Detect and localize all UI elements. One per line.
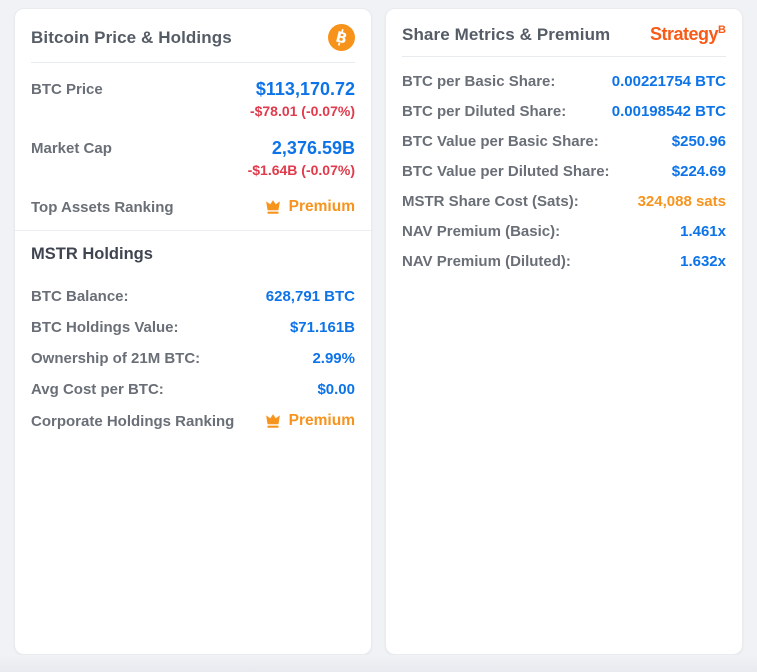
mstr-holdings-title: MSTR Holdings (31, 245, 153, 263)
btc-per-basic-share-label: BTC per Basic Share: (402, 73, 556, 90)
btc-balance-value: 628,791 BTC (265, 288, 355, 305)
strategy-logo-superscript: B (718, 24, 726, 36)
btc-per-basic-share-row: BTC per Basic Share: 0.00221754 BTC (402, 73, 726, 90)
btc-balance-label: BTC Balance: (31, 288, 129, 305)
top-assets-ranking-row: Top Assets Ranking Premium (31, 197, 355, 217)
divider (402, 56, 726, 57)
bitcoin-stats-section: BTC Price $113,170.72 -$78.01 (-0.07%) M… (15, 63, 371, 230)
svg-text:B: B (334, 29, 349, 48)
top-assets-ranking-label: Top Assets Ranking (31, 199, 174, 216)
bitcoin-icon: B (328, 24, 355, 51)
nav-premium-basic-row: NAV Premium (Basic): 1.461x (402, 223, 726, 240)
corporate-ranking-row: Corporate Holdings Ranking Premium (31, 412, 355, 430)
share-metrics-section: BTC per Basic Share: 0.00221754 BTC BTC … (386, 57, 742, 299)
btc-price-label: BTC Price (31, 81, 103, 98)
btc-value-per-basic-share-label: BTC Value per Basic Share: (402, 133, 599, 150)
market-cap-row: Market Cap 2,376.59B -$1.64B (-0.07%) (31, 138, 355, 180)
nav-premium-basic-label: NAV Premium (Basic): (402, 223, 561, 240)
premium-label: Premium (288, 412, 355, 429)
ownership-label: Ownership of 21M BTC: (31, 350, 201, 367)
crown-icon (265, 199, 280, 214)
mstr-share-cost-label: MSTR Share Cost (Sats): (402, 193, 579, 210)
mstr-share-cost-value: 324,088 sats (637, 193, 726, 210)
btc-value-per-diluted-share-row: BTC Value per Diluted Share: $224.69 (402, 163, 726, 180)
btc-holdings-value-label: BTC Holdings Value: (31, 319, 179, 336)
market-cap-value: 2,376.59B (271, 138, 355, 158)
nav-premium-diluted-label: NAV Premium (Diluted): (402, 253, 571, 270)
page-bottom-strip (0, 655, 757, 672)
btc-balance-row: BTC Balance: 628,791 BTC (31, 288, 355, 305)
btc-value-per-basic-share-row: BTC Value per Basic Share: $250.96 (402, 133, 726, 150)
btc-per-diluted-share-value: 0.00198542 BTC (611, 103, 726, 120)
bitcoin-card-title: Bitcoin Price & Holdings (31, 27, 232, 47)
divider (31, 62, 355, 63)
corporate-ranking-label: Corporate Holdings Ranking (31, 412, 235, 430)
btc-price-row: BTC Price $113,170.72 -$78.01 (-0.07%) (31, 79, 355, 121)
market-cap-change: -$1.64B (-0.07%) (247, 162, 355, 178)
btc-value-per-diluted-share-label: BTC Value per Diluted Share: (402, 163, 610, 180)
strategy-logo[interactable]: StrategyB (650, 24, 726, 44)
premium-label: Premium (288, 197, 355, 215)
ownership-value: 2.99% (312, 350, 355, 367)
divider (15, 230, 371, 231)
avg-cost-label: Avg Cost per BTC: (31, 381, 164, 398)
avg-cost-value: $0.00 (317, 381, 355, 398)
premium-badge[interactable]: Premium (263, 197, 355, 216)
ownership-row: Ownership of 21M BTC: 2.99% (31, 350, 355, 367)
market-cap-label: Market Cap (31, 140, 112, 157)
avg-cost-row: Avg Cost per BTC: $0.00 (31, 381, 355, 398)
btc-price-value: $113,170.72 (255, 79, 355, 99)
dashboard-widgets: Bitcoin Price & Holdings B BTC Price $11… (14, 8, 743, 655)
mstr-share-cost-row: MSTR Share Cost (Sats): 324,088 sats (402, 193, 726, 210)
share-metrics-card: Share Metrics & Premium StrategyB BTC pe… (385, 8, 743, 655)
btc-per-diluted-share-row: BTC per Diluted Share: 0.00198542 BTC (402, 103, 726, 120)
premium-badge[interactable]: Premium (263, 412, 355, 430)
btc-per-basic-share-value: 0.00221754 BTC (611, 73, 726, 90)
btc-price-change: -$78.01 (-0.07%) (249, 103, 355, 119)
share-card-title: Share Metrics & Premium (402, 24, 611, 44)
btc-holdings-value-row: BTC Holdings Value: $71.161B (31, 319, 355, 336)
nav-premium-basic-value: 1.461x (680, 223, 726, 240)
btc-holdings-value-value: $71.161B (289, 319, 355, 336)
nav-premium-diluted-row: NAV Premium (Diluted): 1.632x (402, 253, 726, 270)
crown-icon (265, 414, 280, 428)
bitcoin-card-header: Bitcoin Price & Holdings B (15, 9, 371, 62)
nav-premium-diluted-value: 1.632x (680, 253, 726, 270)
share-card-header: Share Metrics & Premium StrategyB (386, 9, 742, 56)
btc-value-per-diluted-share-value: $224.69 (671, 163, 726, 180)
btc-value-per-basic-share-value: $250.96 (671, 133, 726, 150)
btc-per-diluted-share-label: BTC per Diluted Share: (402, 103, 567, 120)
bitcoin-price-holdings-card: Bitcoin Price & Holdings B BTC Price $11… (14, 8, 372, 655)
mstr-holdings-section: MSTR Holdings BTC Balance: 628,791 BTC B… (15, 231, 371, 444)
